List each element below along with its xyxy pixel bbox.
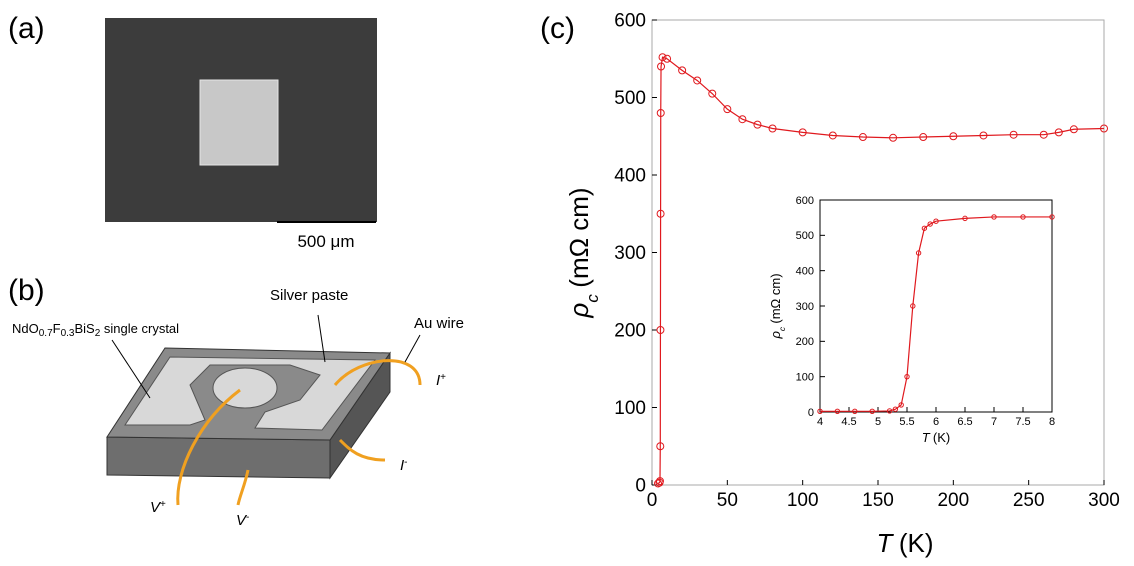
y-tick-label: 0 <box>808 407 814 419</box>
x-tick-label: 5 <box>875 416 881 428</box>
paste-label: Silver paste <box>270 287 348 304</box>
x-tick-label: 5.5 <box>899 416 914 428</box>
x-tick-label: 6 <box>933 416 939 428</box>
y-tick-label: 300 <box>796 301 814 313</box>
x-tick-label: 250 <box>1013 490 1045 511</box>
terminal-sign: - <box>246 512 249 523</box>
formula-part: BiS <box>75 321 96 336</box>
formula-part: F <box>53 321 61 336</box>
y-tick-label: 100 <box>796 372 814 384</box>
x-tick-label: 6.5 <box>957 416 972 428</box>
y-tick-label: 400 <box>796 266 814 278</box>
y-tick-label: 200 <box>796 336 814 348</box>
y-tick-label: 500 <box>614 88 646 109</box>
y-label-unit: (mΩ cm) <box>768 273 783 323</box>
x-tick-label: 7.5 <box>1015 416 1030 428</box>
x-label-unit: (K) <box>933 430 950 445</box>
terminal-sign: + <box>440 372 446 383</box>
formula-part: single crystal <box>100 321 179 336</box>
x-axis-label: T(K) <box>876 528 933 558</box>
plot-frame <box>820 200 1052 412</box>
x-tick-label: 0 <box>647 490 658 511</box>
leader <box>405 335 420 362</box>
panel-tag: (b) <box>8 274 45 307</box>
y-tick-label: 400 <box>614 166 646 187</box>
x-label-unit: (K) <box>899 528 934 558</box>
leader <box>112 340 150 398</box>
x-tick-label: 7 <box>991 416 997 428</box>
crystal-label: NdO0.7F0.3BiS2 single crystal <box>12 321 179 339</box>
x-tick-label: 100 <box>787 490 819 511</box>
figure: (a) 500 μm (b) NdO0.7F0.3BiS2 single cry… <box>0 0 1134 566</box>
x-tick-label: 300 <box>1088 490 1120 511</box>
y-tick-label: 0 <box>635 476 646 497</box>
terminal-label: I+ <box>436 372 446 390</box>
y-tick-label: 500 <box>796 230 814 242</box>
x-tick-label: 8 <box>1049 416 1055 428</box>
terminal-sign: + <box>160 499 166 510</box>
wire-label: Au wire <box>414 315 464 332</box>
terminal-label: I- <box>400 457 408 475</box>
panel-tag: (a) <box>8 12 45 45</box>
x-tick-label: 4.5 <box>841 416 856 428</box>
y-tick-label: 600 <box>796 195 814 207</box>
y-tick-label: 600 <box>614 11 646 32</box>
y-label-subscript: c <box>583 294 602 303</box>
y-tick-label: 300 <box>614 243 646 264</box>
y-tick-label: 200 <box>614 321 646 342</box>
x-axis-label: T(K) <box>922 430 951 445</box>
y-tick-label: 100 <box>614 398 646 419</box>
subscript: 0.7 <box>39 328 53 339</box>
subscript: 0.3 <box>61 328 75 339</box>
panel-tag: (c) <box>540 12 575 45</box>
y-label-symbol: ρ <box>564 303 594 319</box>
y-axis-label: ρc (mΩ cm) <box>564 187 602 318</box>
x-label-symbol: T <box>876 528 894 558</box>
terminal-label: V- <box>236 512 249 530</box>
x-tick-label: 4 <box>817 416 823 428</box>
x-tick-label: 200 <box>937 490 969 511</box>
formula-part: NdO <box>12 321 39 336</box>
terminal-sign: - <box>404 457 407 468</box>
paste-dot <box>213 368 277 408</box>
x-tick-label: 50 <box>717 490 738 511</box>
terminal-label: V+ <box>150 499 166 517</box>
y-label-unit: (mΩ cm) <box>564 187 594 287</box>
x-label-symbol: T <box>922 430 931 445</box>
crystal-front <box>107 437 330 478</box>
crystal-image <box>200 80 278 165</box>
scale-label: 500 μm <box>297 232 354 251</box>
x-tick-label: 150 <box>862 490 894 511</box>
